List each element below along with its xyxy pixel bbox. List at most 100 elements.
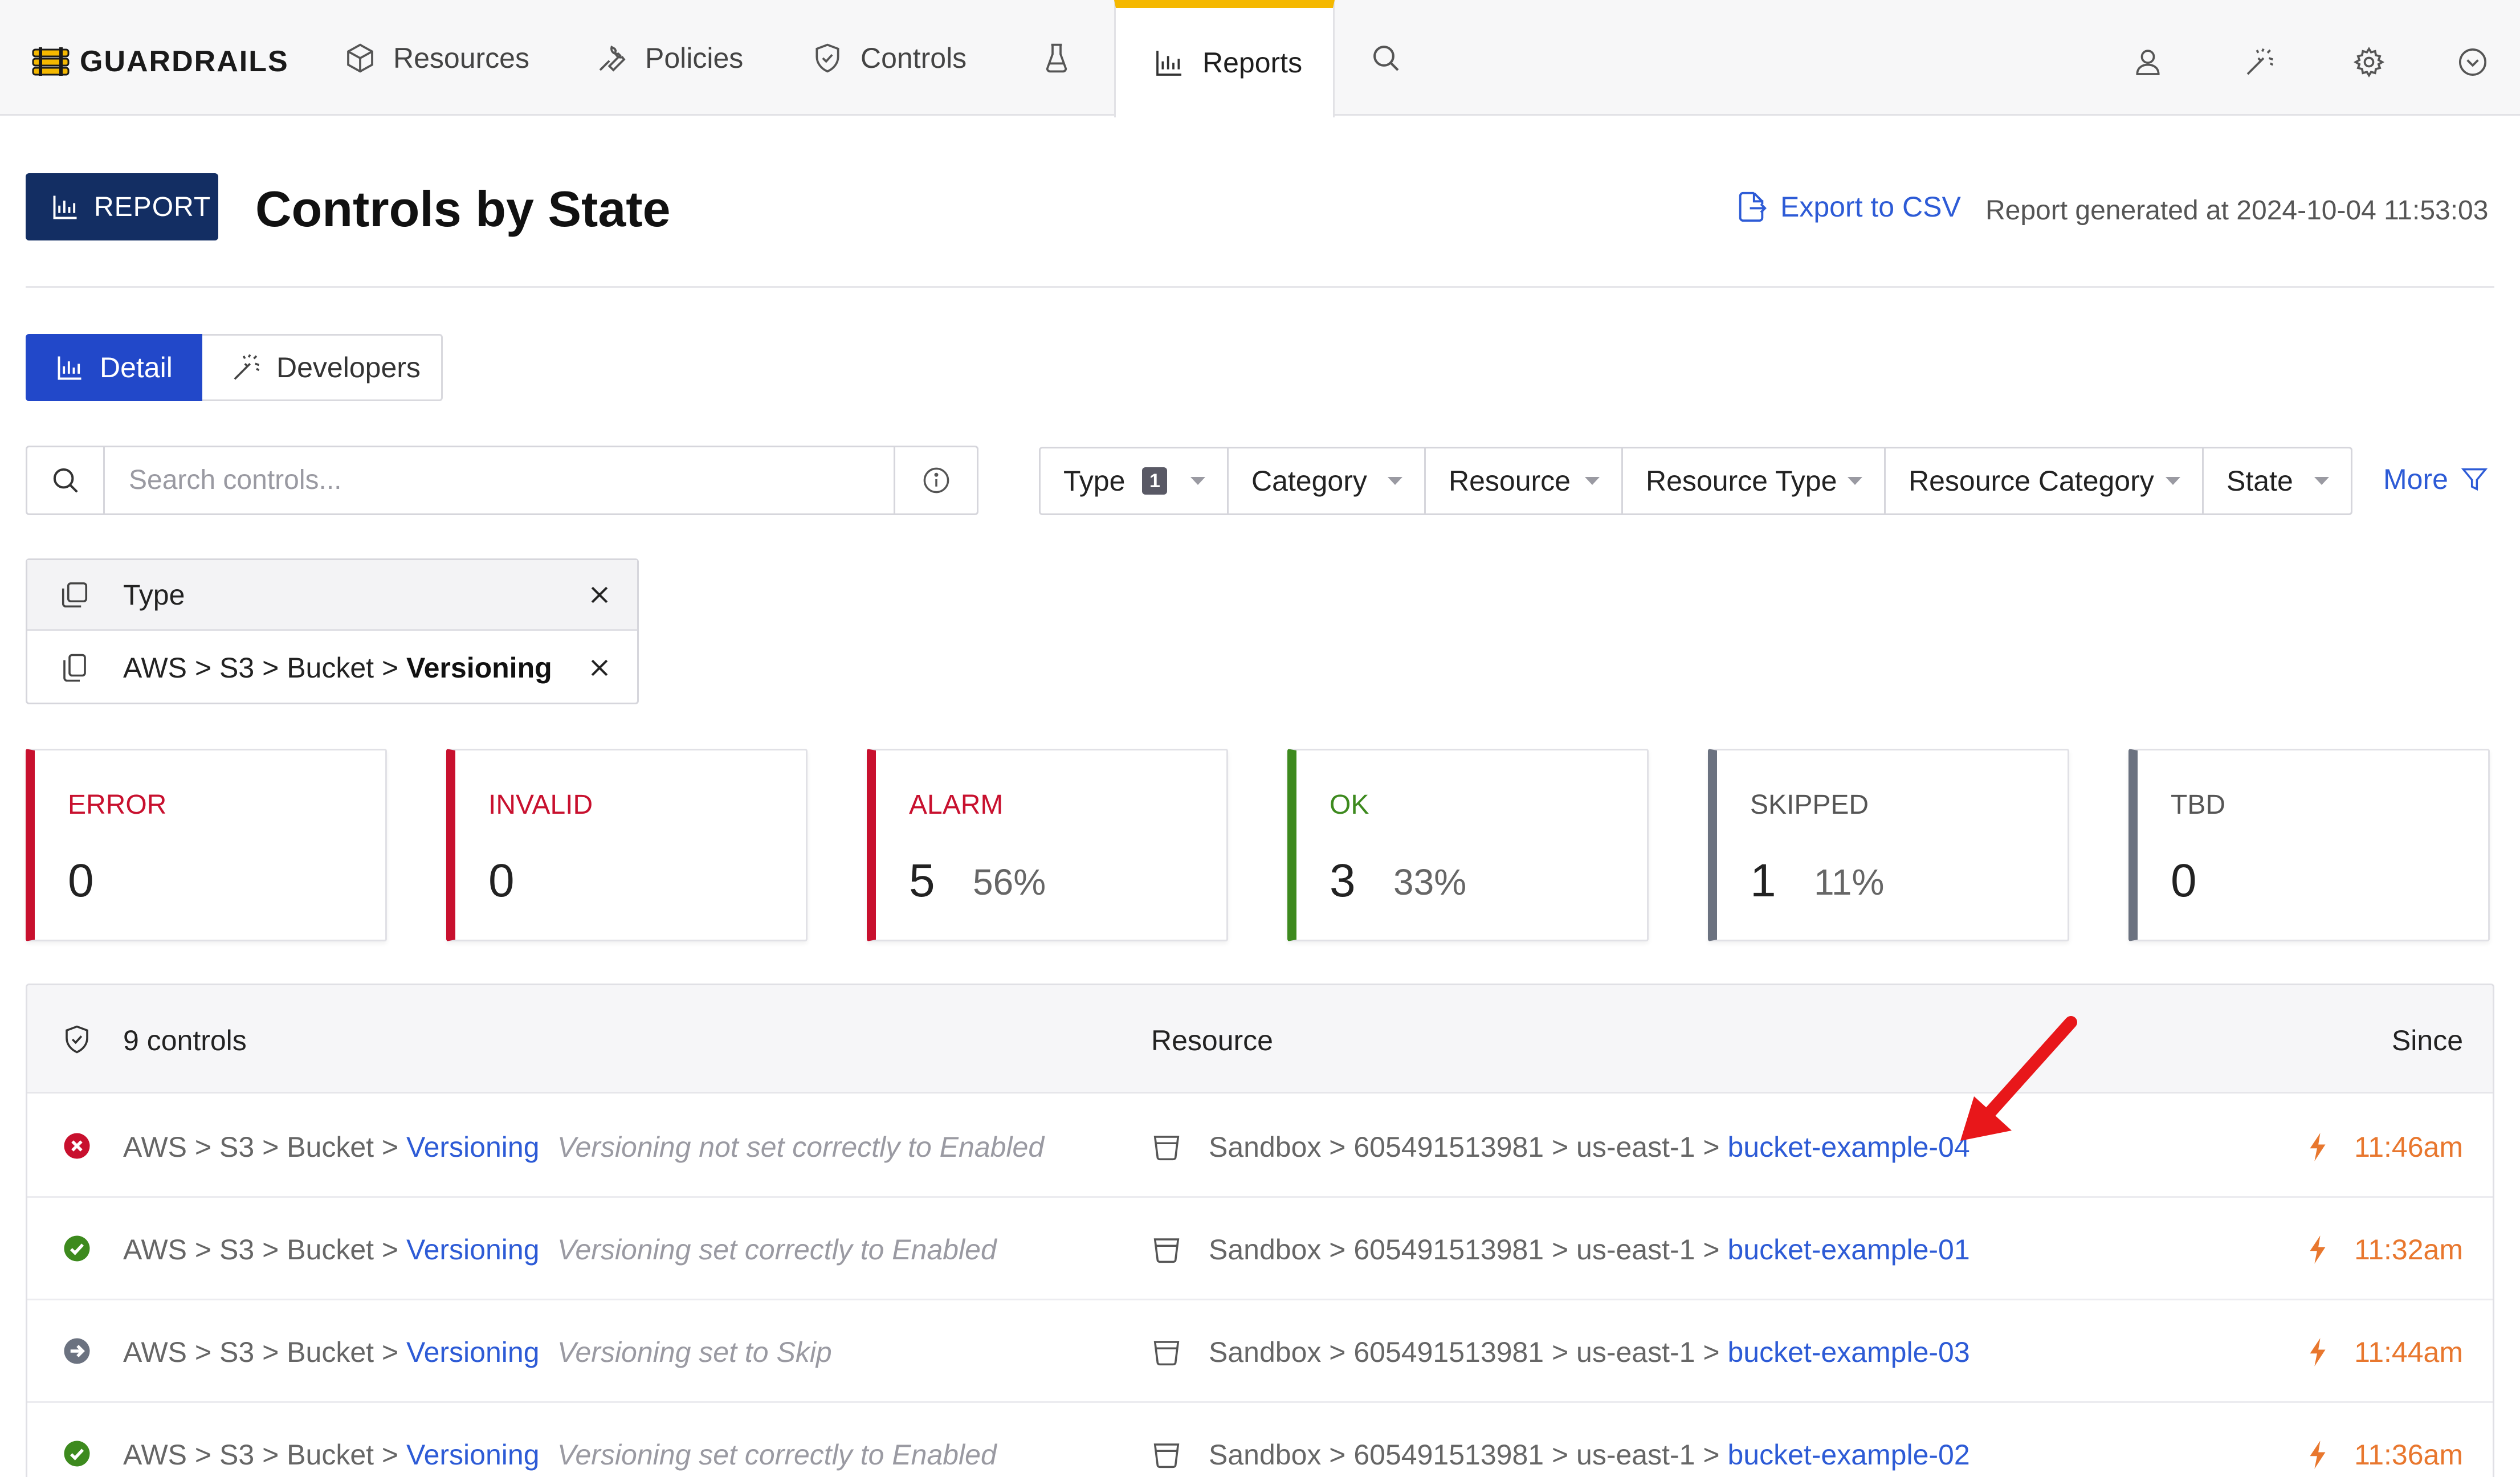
filter-resource-category[interactable]: Resource Category	[1884, 447, 2204, 515]
account-dropdown[interactable]	[2453, 42, 2493, 82]
nav-search[interactable]	[1370, 0, 1402, 116]
info-icon	[923, 467, 949, 493]
lab-flask-icon	[1046, 43, 1067, 72]
since-time: 11:44am	[2306, 1336, 2463, 1369]
file-export-icon	[1739, 191, 1767, 222]
resource-parent-path: Sandbox > 605491513981 > us-east-1 >	[1209, 1439, 1728, 1471]
filter-state[interactable]: State	[2202, 447, 2352, 515]
control-reason: Versioning not set correctly to Enabled	[557, 1131, 1045, 1163]
report-generated-timestamp: Report generated at 2024-10-04 11:53:03	[1985, 195, 2489, 226]
top-navigation-bar: GUARDRAILS Resources Policies Controls R…	[0, 0, 2520, 117]
ok-check-circle-icon	[64, 1441, 90, 1467]
search-input[interactable]	[129, 461, 887, 499]
state-card-name: OK	[1330, 790, 1369, 820]
since-time: 11:36am	[2306, 1438, 2463, 1471]
control-type-link[interactable]: Versioning	[406, 1336, 540, 1368]
filter-type[interactable]: Type 1	[1039, 447, 1229, 515]
table-row[interactable]: AWS > S3 > Bucket > Versioning Versionin…	[27, 1198, 2493, 1300]
funnel-filter-icon	[2461, 468, 2488, 491]
lightning-bolt-icon	[2310, 1441, 2326, 1469]
chevron-down-circle-icon	[2458, 48, 2487, 76]
state-card-error[interactable]: ERROR 0	[26, 749, 387, 941]
resource-link[interactable]: bucket-example-01	[1727, 1234, 1970, 1266]
tab-detail[interactable]: Detail	[26, 334, 202, 401]
state-card-percent: 11%	[1814, 862, 1885, 903]
state-card-alarm[interactable]: ALARM 5 56%	[867, 749, 1228, 941]
filter-category[interactable]: Category	[1227, 447, 1426, 515]
documents-icon	[63, 654, 86, 682]
controls-count: 9 controls	[123, 1025, 247, 1056]
since-time-label: 11:32am	[2354, 1234, 2463, 1266]
filter-type-label: Type	[1063, 465, 1126, 497]
control-type-path: AWS > S3 > Bucket >	[123, 1439, 406, 1471]
chevron-down-icon	[2314, 477, 2329, 485]
since-time-label: 11:46am	[2354, 1131, 2463, 1163]
resource-path: Sandbox > 605491513981 > us-east-1 > buc…	[1209, 1233, 1970, 1266]
bar-chart-icon	[1156, 51, 1181, 76]
search-icon	[53, 468, 78, 493]
filter-resource-label: Resource	[1449, 465, 1571, 497]
chevron-down-icon	[1388, 477, 1402, 485]
control-breadcrumb: AWS > S3 > Bucket > Versioning	[123, 1233, 540, 1266]
since-time-label: 11:36am	[2354, 1439, 2463, 1471]
nav-controls-label: Controls	[861, 42, 967, 74]
cube-icon	[347, 43, 373, 72]
table-row[interactable]: AWS > S3 > Bucket > Versioning Versionin…	[27, 1403, 2493, 1477]
table-row[interactable]: AWS > S3 > Bucket > Versioning Versionin…	[27, 1300, 2493, 1403]
state-card-skipped[interactable]: SKIPPED 1 11%	[1708, 749, 2069, 941]
chevron-down-icon	[1848, 477, 1862, 485]
active-filter-heading-row: Type	[27, 560, 637, 631]
column-header-resource[interactable]: Resource	[1151, 1025, 1273, 1056]
annotation-red-arrow	[1960, 1016, 2077, 1141]
resource-link[interactable]: bucket-example-04	[1727, 1131, 1970, 1163]
control-type-link[interactable]: Versioning	[406, 1234, 540, 1266]
resource-path: Sandbox > 605491513981 > us-east-1 > buc…	[1209, 1131, 1970, 1164]
report-badge-label: REPORT	[94, 191, 211, 222]
resource-link[interactable]: bucket-example-03	[1727, 1336, 1970, 1368]
close-icon[interactable]	[587, 655, 612, 680]
filter-state-label: State	[2227, 465, 2293, 497]
nav-controls[interactable]: Controls	[812, 0, 967, 116]
control-breadcrumb: AWS > S3 > Bucket > Versioning	[123, 1336, 540, 1369]
control-reason: Versioning set correctly to Enabled	[557, 1234, 997, 1266]
more-filters-button[interactable]: More	[2383, 463, 2489, 496]
nav-resources[interactable]: Resources	[344, 0, 529, 116]
controls-table: 9 controls Resource Since AWS > S3 > Buc…	[26, 984, 2494, 1477]
search-help-button[interactable]	[894, 447, 977, 513]
guardrails-logo[interactable]: GUARDRAILS	[32, 44, 289, 79]
filter-resource-type[interactable]: Resource Type	[1621, 447, 1886, 515]
control-breadcrumb: AWS > S3 > Bucket > Versioning	[123, 1131, 540, 1164]
settings-button[interactable]	[2349, 42, 2389, 82]
control-type-link[interactable]: Versioning	[406, 1131, 540, 1163]
table-row[interactable]: AWS > S3 > Bucket > Versioning Versionin…	[27, 1095, 2493, 1198]
magic-wand-icon	[2246, 48, 2274, 75]
resource-link[interactable]: bucket-example-02	[1727, 1439, 1970, 1471]
export-csv-link[interactable]: Export to CSV	[1735, 190, 1961, 223]
state-card-invalid[interactable]: INVALID 0	[446, 749, 808, 941]
nav-lab[interactable]	[1041, 0, 1073, 116]
user-menu[interactable]	[2128, 42, 2168, 82]
control-type-path: AWS > S3 > Bucket >	[123, 1234, 406, 1266]
resource-path: Sandbox > 605491513981 > us-east-1 > buc…	[1209, 1438, 1970, 1471]
resource-parent-path: Sandbox > 605491513981 > us-east-1 >	[1209, 1336, 1728, 1368]
state-card-ok[interactable]: OK 3 33%	[1287, 749, 1649, 941]
close-icon[interactable]	[587, 582, 612, 607]
nav-reports[interactable]: Reports	[1114, 0, 1335, 117]
tab-developers[interactable]: Developers	[202, 334, 443, 401]
gear-icon	[2353, 47, 2385, 77]
resource-parent-path: Sandbox > 605491513981 > us-east-1 >	[1209, 1234, 1728, 1266]
nav-policies[interactable]: Policies	[596, 0, 743, 116]
state-card-name: ALARM	[909, 790, 1004, 820]
developer-tools-button[interactable]	[2240, 42, 2280, 82]
header-divider	[26, 286, 2494, 288]
filter-resource[interactable]: Resource	[1424, 447, 1623, 515]
control-type-link[interactable]: Versioning	[406, 1439, 540, 1471]
column-header-since[interactable]: Since	[2391, 1025, 2463, 1056]
active-filter-card: Type AWS > S3 > Bucket > Versioning	[26, 558, 639, 704]
state-card-name: INVALID	[488, 790, 593, 820]
state-card-name: ERROR	[68, 790, 167, 820]
since-time: 11:46am	[2306, 1131, 2463, 1164]
state-card-tbd[interactable]: TBD 0	[2128, 749, 2490, 941]
tab-detail-label: Detail	[100, 352, 173, 383]
table-header: 9 controls Resource Since	[27, 985, 2493, 1094]
